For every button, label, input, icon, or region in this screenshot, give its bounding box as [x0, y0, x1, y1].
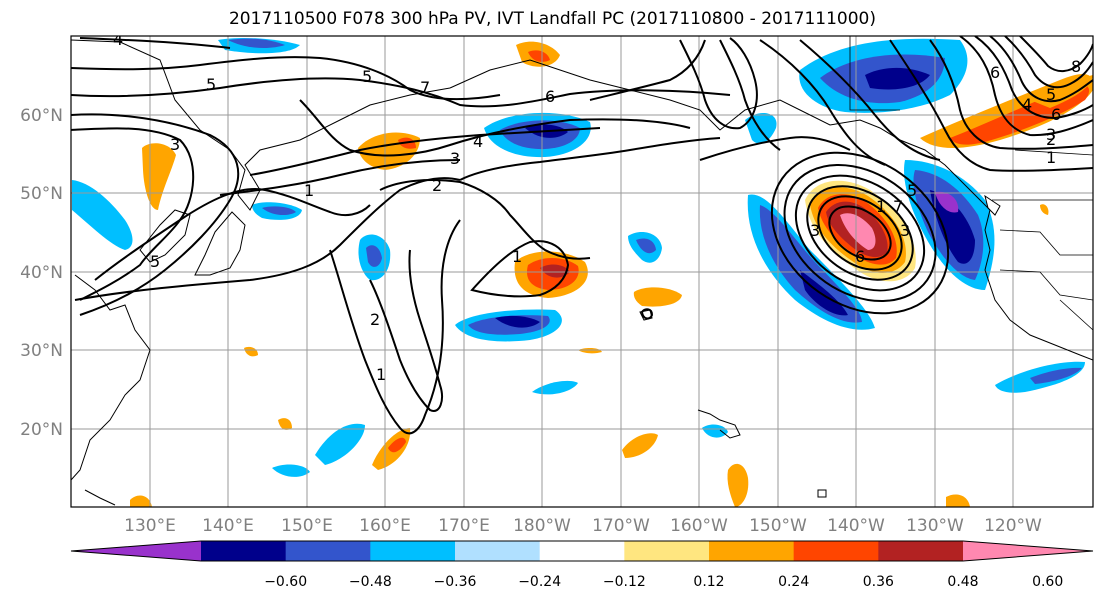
colorbar-segment — [878, 541, 964, 561]
lon-label: 130°E — [124, 516, 176, 536]
coastlines — [71, 39, 1093, 506]
contour-label: 1 — [876, 197, 886, 216]
longitude-labels: 130°E 140°E 150°E 160°E 170°E 180°W 170°… — [124, 516, 1042, 536]
colorbar-tick-label: −0.36 — [434, 574, 477, 590]
colorbar-segment — [793, 541, 879, 561]
contour-label: 5 — [1046, 85, 1056, 104]
contour-label: 6 — [545, 87, 555, 106]
contour-label: 6 — [855, 247, 865, 266]
colorbar-tick-label: −0.60 — [264, 574, 307, 590]
contour-label: 5 — [150, 252, 160, 271]
colorbar-tick-label: −0.24 — [518, 574, 561, 590]
contour-label: 1 — [376, 365, 386, 384]
lon-label: 130°W — [906, 516, 964, 536]
lat-label: 20°N — [20, 420, 63, 440]
colorbar-segment — [709, 541, 795, 561]
lon-label: 150°E — [281, 516, 333, 536]
map-title: 2017110500 F078 300 hPa PV, IVT Landfall… — [228, 9, 876, 29]
colorbar-tick-label: 0.48 — [947, 574, 978, 590]
contour-label: 1 — [304, 181, 314, 200]
contour-label: 7 — [420, 78, 430, 97]
contour-label: 8 — [1071, 57, 1081, 76]
lon-label: 160°E — [359, 516, 411, 536]
colorbar-segment — [624, 541, 710, 561]
lat-label: 60°N — [20, 106, 63, 126]
map-content: 4 5 5 7 6 4 3 2 1 1 2 1 5 3 1 2 3 4 5 6 … — [71, 30, 1093, 507]
colorbar-segment — [455, 541, 541, 561]
contour-label: 1 — [512, 247, 522, 266]
colorbar-segment — [370, 541, 456, 561]
map-frame — [70, 35, 1094, 508]
ivt-contours — [71, 36, 1093, 435]
colorbar-outline — [70, 540, 1094, 562]
colorbar-tick-label: 0.60 — [1032, 574, 1063, 590]
latitude-labels: 60°N 50°N 40°N 30°N 20°N — [20, 106, 63, 440]
lon-label: 150°W — [749, 516, 807, 536]
contour-label: 4 — [1022, 95, 1032, 114]
colorbar-segment — [285, 541, 371, 561]
contour-label: 1 — [1046, 148, 1056, 167]
contour-label: 2 — [432, 176, 442, 195]
contour-label: 4 — [473, 132, 483, 151]
colorbar-segment — [539, 541, 625, 561]
contour-label: 3 — [170, 135, 180, 154]
colorbar-tick-label: −0.12 — [603, 574, 646, 590]
graticule — [71, 36, 1093, 507]
contour-label: 3 — [810, 221, 820, 240]
lon-label: 160°W — [670, 516, 728, 536]
colorbar-segment — [71, 541, 201, 561]
colorbar-tick-label: 0.12 — [693, 574, 724, 590]
contour-label: 4 — [113, 30, 123, 49]
lat-label: 30°N — [20, 341, 63, 361]
lon-label: 170°W — [592, 516, 650, 536]
colorbar-segment — [201, 541, 287, 561]
colorbar-tick-label: 0.36 — [863, 574, 894, 590]
contour-label: 6 — [1051, 105, 1061, 124]
lat-label: 50°N — [20, 184, 63, 204]
contour-label: 5 — [907, 181, 917, 200]
contour-label: 2 — [370, 310, 380, 329]
contour-label: 3 — [1046, 125, 1056, 144]
contour-label: 2 — [1046, 130, 1056, 149]
contour-label: 5 — [362, 67, 372, 86]
lon-label: 170°E — [438, 516, 490, 536]
contour-label: 3 — [900, 221, 910, 240]
colorbar-tick-label: −0.48 — [349, 574, 392, 590]
colorbar-segment — [963, 541, 1093, 561]
colorbar: −0.60 −0.48 −0.36 −0.24 −0.12 0.12 0.24 0.36 0.4… — [70, 540, 1094, 590]
borders — [849, 36, 1093, 331]
lat-label: 40°N — [20, 263, 63, 283]
lon-label: 120°W — [984, 516, 1042, 536]
contour-label: 5 — [206, 75, 216, 94]
lon-label: 180°W — [513, 516, 571, 536]
contour-label: 7 — [893, 197, 903, 216]
colorbar-tick-label: 0.24 — [778, 574, 809, 590]
lon-label: 140°E — [202, 516, 254, 536]
lon-label: 140°W — [827, 516, 885, 536]
contour-label: 3 — [450, 149, 460, 168]
contour-label: 6 — [990, 63, 1000, 82]
contour-labels: 4 5 5 7 6 4 3 2 1 1 2 1 5 3 1 2 3 4 5 6 … — [113, 30, 1081, 384]
